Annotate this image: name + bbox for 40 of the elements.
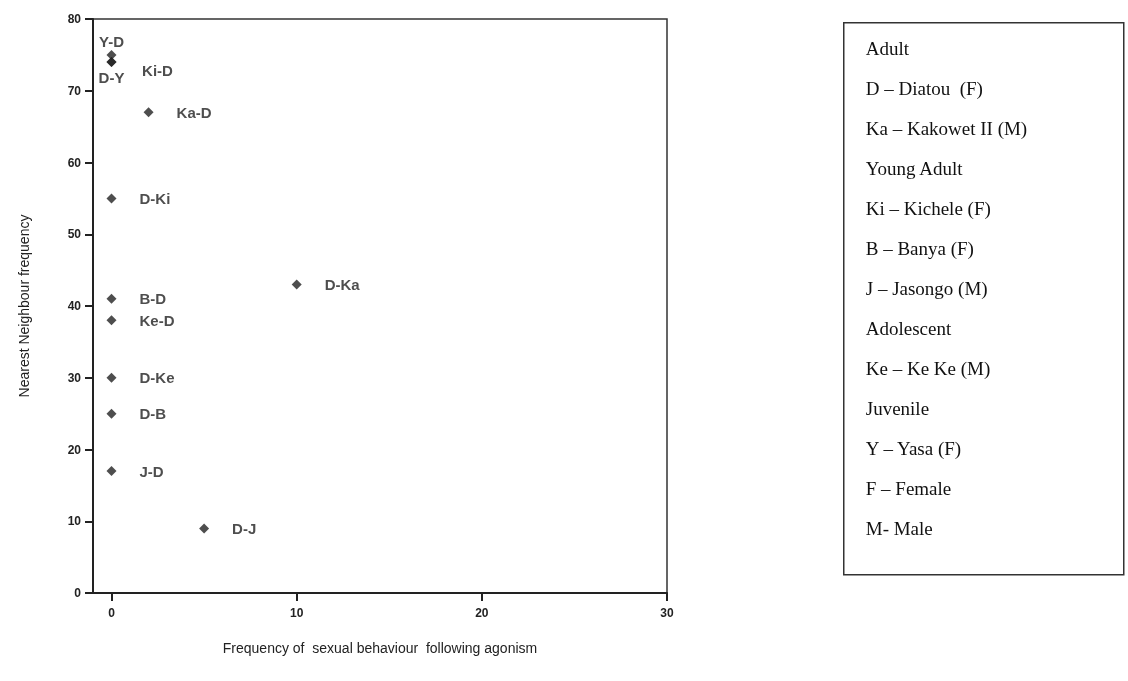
annotation: Ka-D — [176, 103, 212, 121]
x-tick-label: 30 — [660, 606, 674, 620]
x-tick-label: 0 — [108, 606, 116, 620]
annotation: Y-D — [99, 32, 125, 50]
y-axis-title: Nearest Neighbour frequency — [16, 214, 32, 398]
text: Ke – Ke Ke (M) — [865, 357, 991, 380]
text: Adult — [865, 37, 910, 59]
text: Ki – Kichele (F) — [865, 197, 991, 220]
annotation: D-Ki — [139, 189, 171, 207]
annotation: D-Ke — [139, 369, 175, 387]
annotation: D-Ka — [324, 275, 361, 293]
text: B – Banya (F) — [865, 237, 974, 260]
text: Ka – Kakowet II (M) — [865, 117, 1028, 140]
y-tick-label: 40 — [67, 299, 82, 313]
annotation: J-D — [139, 462, 164, 480]
y-tick-label: 20 — [67, 442, 82, 457]
y-tick-label: 70 — [67, 83, 82, 98]
y-tick-label: 50 — [67, 227, 82, 242]
text: Y – Yasa (F) — [865, 437, 962, 460]
annotation: Ki-D — [142, 62, 174, 80]
text: M- Male — [865, 517, 933, 539]
annotation: Ke-D — [139, 311, 175, 329]
y-tick-label: 0 — [74, 586, 82, 600]
y-tick-label: 80 — [67, 12, 82, 26]
text: Juvenile — [865, 397, 930, 419]
annotation: D-B — [139, 405, 167, 423]
text: F – Female — [865, 477, 952, 499]
text: Adolescent — [865, 317, 952, 339]
annotation: D-J — [232, 519, 257, 537]
y-tick-label: 60 — [67, 155, 82, 170]
text: J – Jasongo (M) — [865, 277, 988, 300]
annotation: D-Y — [98, 69, 125, 87]
x-tick-label: 10 — [290, 606, 304, 620]
y-tick-label: 10 — [67, 514, 82, 529]
text: Young Adult — [865, 157, 964, 179]
text: D – Diatou (F) — [865, 77, 983, 100]
y-tick-label: 30 — [67, 370, 82, 385]
annotation: B-D — [139, 290, 167, 308]
x-axis-title: Frequency of sexual behaviour following agonism — [222, 640, 538, 656]
x-tick-label: 20 — [475, 606, 489, 620]
